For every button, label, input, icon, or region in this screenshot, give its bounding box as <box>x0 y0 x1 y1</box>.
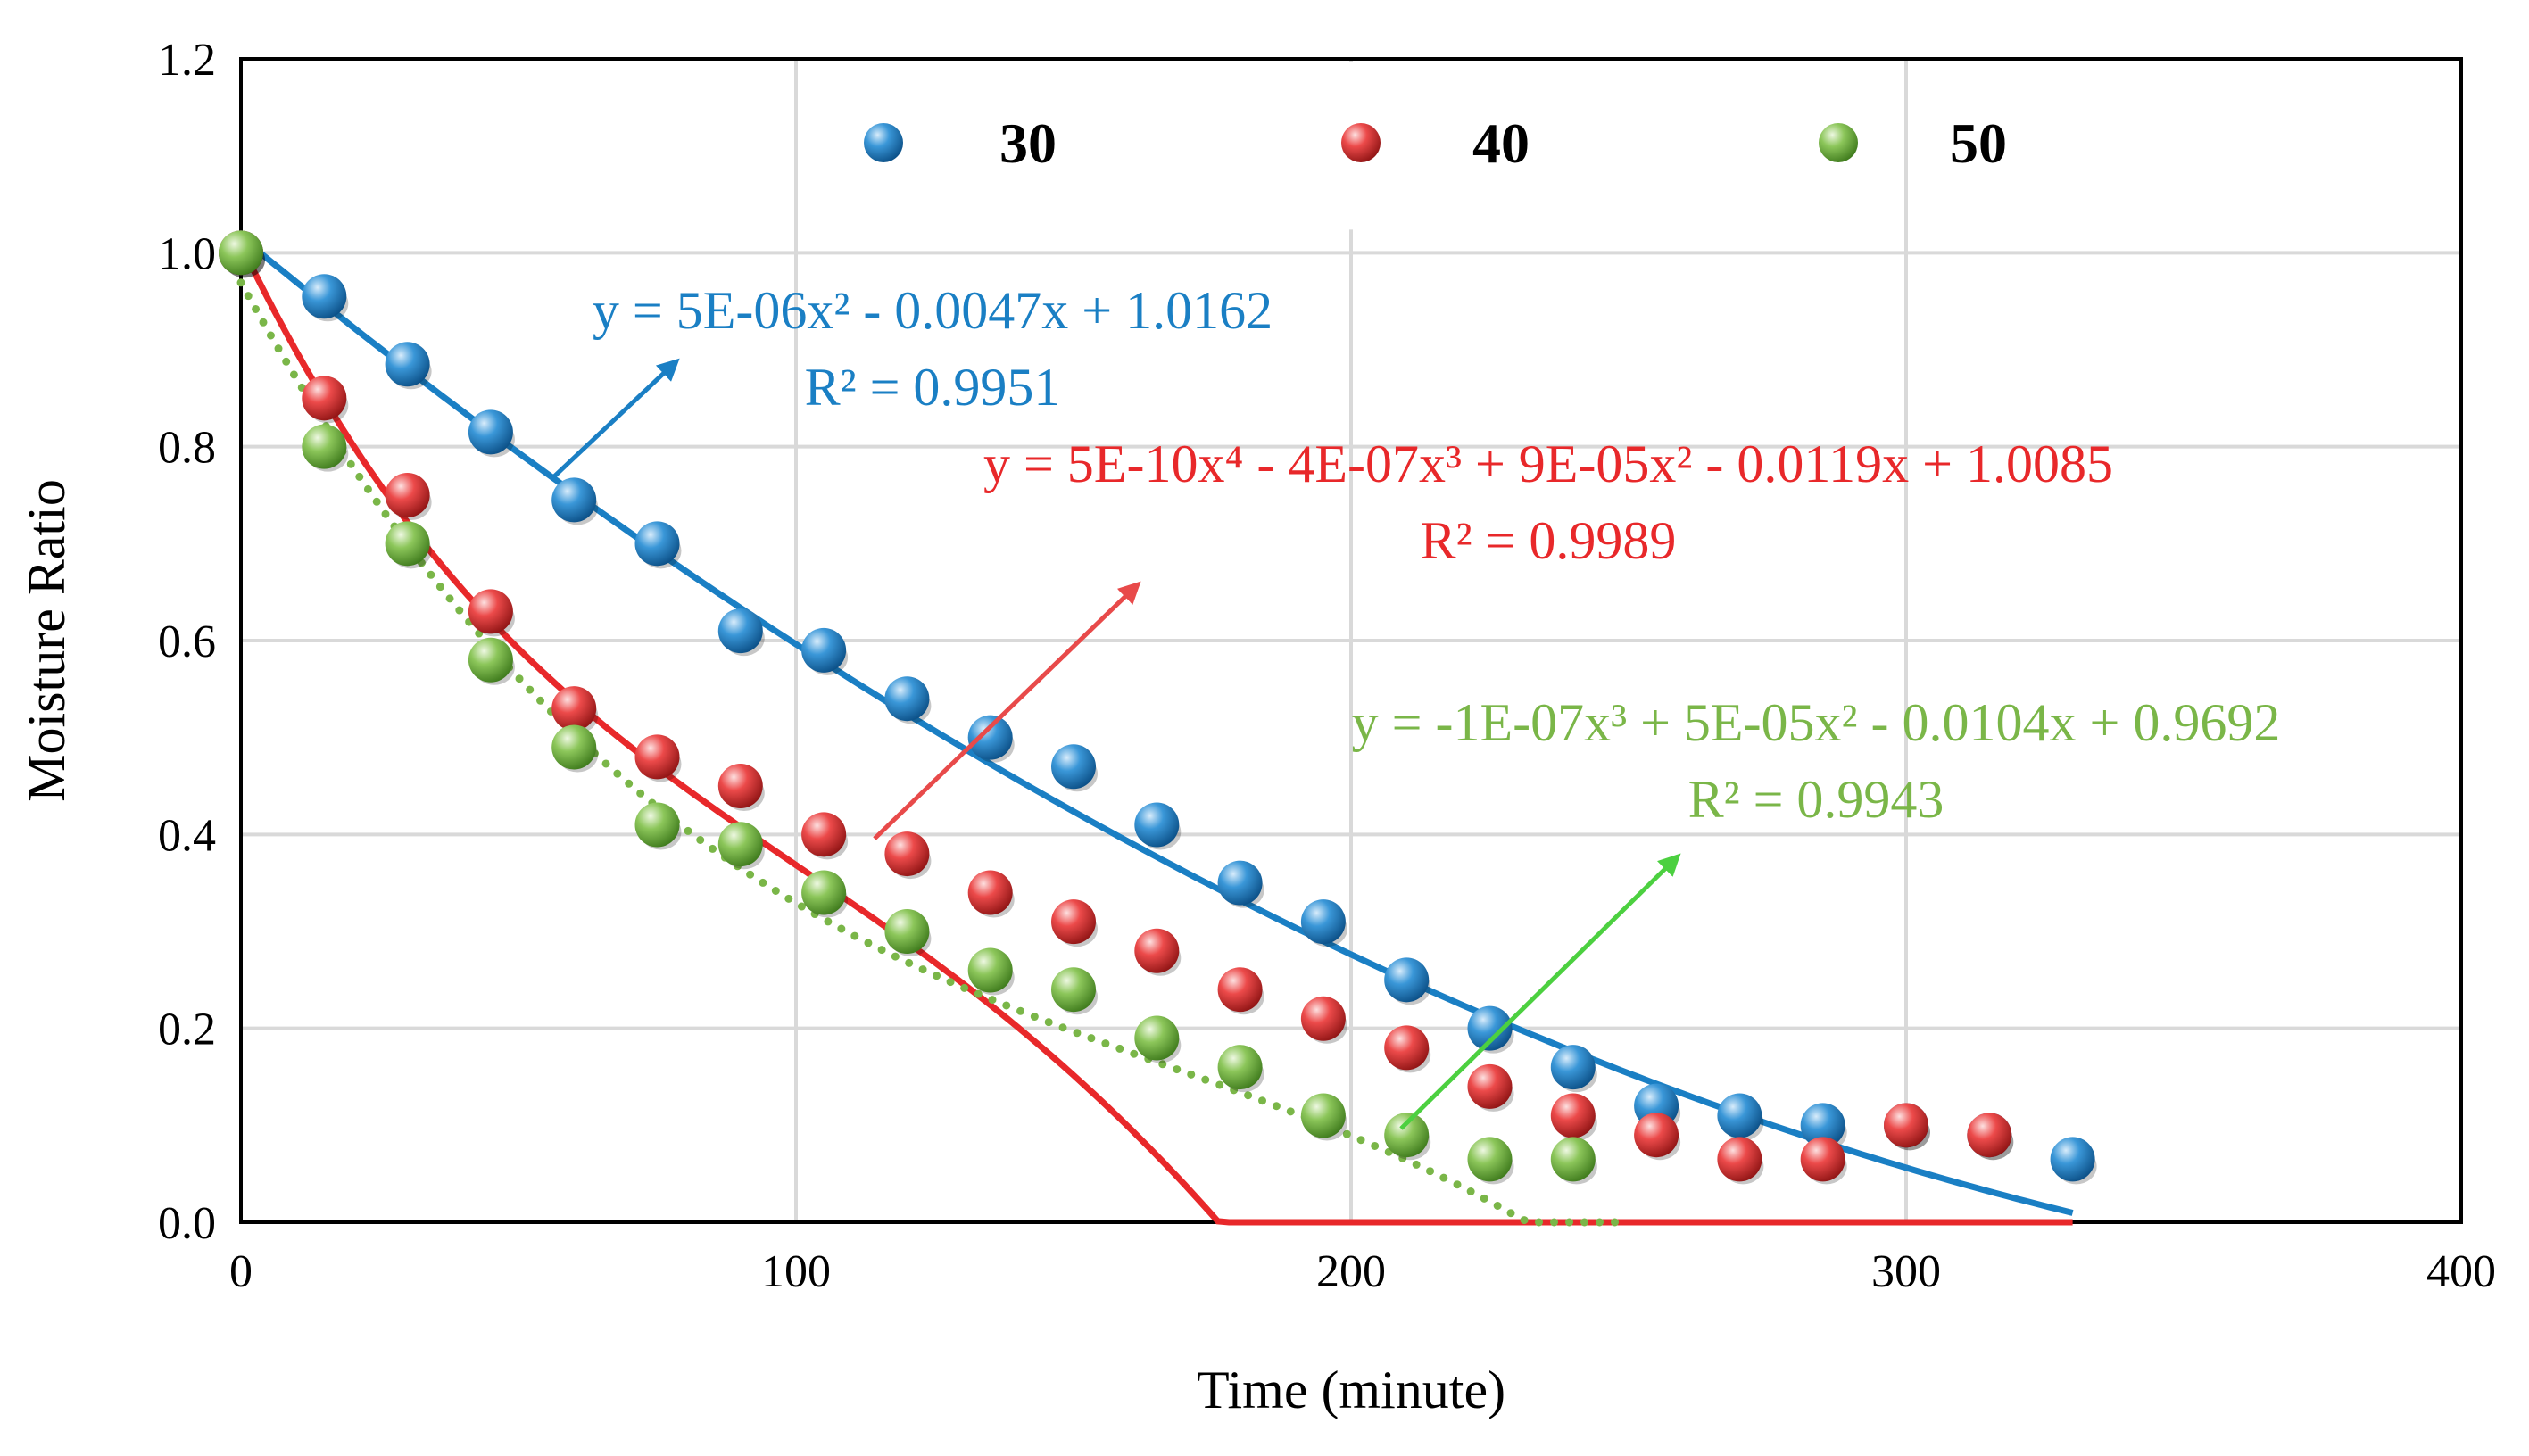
data-point-40 <box>1467 1063 1513 1109</box>
data-points <box>219 230 2097 1185</box>
data-point-30 <box>551 477 597 523</box>
y-tick-label: 0.8 <box>158 423 216 474</box>
trend-lines <box>236 234 2074 1227</box>
data-point-30 <box>1300 899 1346 945</box>
data-point-40 <box>1217 967 1263 1013</box>
data-point-40 <box>468 589 513 634</box>
legend-marker-50 <box>1819 123 1858 162</box>
axis-tick-labels: 0.0 0.2 0.4 0.6 0.8 1.0 1.2 0 100 200 300 400 <box>158 35 2496 1297</box>
data-point-50 <box>801 870 847 915</box>
data-point-30 <box>1550 1045 1596 1090</box>
data-point-40 <box>1884 1103 1928 1148</box>
data-point-40 <box>1800 1137 1845 1182</box>
y-axis-label: Moisture Ratio <box>17 479 76 802</box>
grid-lines <box>241 59 2461 1222</box>
data-point-50 <box>385 521 430 567</box>
x-tick-label: 100 <box>761 1246 831 1297</box>
legend-label-50: 50 <box>1950 112 2007 175</box>
equation-arrow-50 <box>1399 853 1681 1130</box>
legend-label-30: 30 <box>999 112 1057 175</box>
data-point-40 <box>1134 928 1180 973</box>
data-point-40 <box>1051 899 1096 945</box>
data-point-30 <box>1717 1093 1762 1138</box>
x-tick-label: 300 <box>1871 1246 1941 1297</box>
data-point-30 <box>1467 1005 1513 1051</box>
data-point-40 <box>801 812 847 857</box>
data-point-40 <box>302 376 347 421</box>
data-point-50 <box>1550 1137 1596 1182</box>
legend: 30 40 50 <box>864 112 2007 175</box>
y-tick-label: 0.6 <box>158 616 216 667</box>
legend-marker-40 <box>1341 123 1381 162</box>
data-point-50 <box>884 909 930 954</box>
trend-r2-40: R² = 0.9989 <box>1421 511 1677 570</box>
data-point-30 <box>1134 802 1180 848</box>
data-point-50 <box>219 230 263 276</box>
y-tick-label: 1.0 <box>158 228 216 279</box>
data-point-40 <box>1384 1025 1430 1071</box>
data-point-30 <box>1051 744 1096 790</box>
data-point-50 <box>302 424 347 469</box>
data-point-30 <box>468 410 513 455</box>
data-point-40 <box>1300 996 1346 1041</box>
y-tick-label: 0.0 <box>158 1198 216 1249</box>
data-point-50 <box>551 724 597 770</box>
x-axis-label: Time (minute) <box>1197 1361 1505 1419</box>
data-point-50 <box>468 637 513 682</box>
trend-equation-40: y = 5E-10x⁴ - 4E-07x³ + 9E-05x² - 0.0119… <box>983 434 2113 493</box>
data-point-40 <box>1717 1137 1762 1182</box>
data-point-40 <box>1967 1113 2012 1158</box>
data-point-40 <box>717 764 763 808</box>
data-point-30 <box>634 521 680 567</box>
data-point-30 <box>2050 1137 2095 1182</box>
data-point-30 <box>385 342 430 387</box>
y-tick-label: 1.2 <box>158 35 216 86</box>
data-point-30 <box>967 715 1013 760</box>
data-point-30 <box>801 627 847 673</box>
trendline-40 <box>237 243 2073 1226</box>
data-point-50 <box>1384 1113 1430 1158</box>
data-point-30 <box>302 274 347 319</box>
y-tick-label: 0.2 <box>158 1005 216 1055</box>
data-point-30 <box>1384 957 1430 1003</box>
data-point-50 <box>717 822 763 867</box>
data-point-50 <box>634 802 680 848</box>
trend-equation-50: y = -1E-07x³ + 5E-05x² - 0.0104x + 0.969… <box>1352 693 2281 752</box>
legend-label-40: 40 <box>1472 112 1530 175</box>
data-point-30 <box>1217 860 1263 906</box>
trendline-annotations: y = 5E-06x² - 0.0047x + 1.0162 R² = 0.99… <box>551 281 2281 1130</box>
data-point-40 <box>967 870 1013 915</box>
equation-arrow-40 <box>873 581 1141 840</box>
data-point-40 <box>551 686 597 732</box>
x-tick-label: 200 <box>1316 1246 1386 1297</box>
y-tick-label: 0.4 <box>158 810 216 861</box>
x-tick-label: 400 <box>2426 1246 2496 1297</box>
trendline-50 <box>236 278 1622 1227</box>
data-point-50 <box>967 947 1013 993</box>
trend-r2-50: R² = 0.9943 <box>1688 770 1944 829</box>
data-point-30 <box>1800 1103 1845 1148</box>
data-point-40 <box>634 734 680 780</box>
data-point-30 <box>884 676 930 722</box>
x-tick-label: 0 <box>229 1246 253 1297</box>
data-point-40 <box>385 473 430 517</box>
trend-r2-30: R² = 0.9951 <box>805 358 1061 417</box>
data-point-40 <box>1634 1113 1679 1158</box>
legend-marker-30 <box>864 123 903 162</box>
trend-equation-30: y = 5E-06x² - 0.0047x + 1.0162 <box>593 281 1273 340</box>
trendline-30 <box>238 234 2074 1216</box>
data-point-50 <box>1300 1093 1346 1138</box>
data-point-50 <box>1217 1045 1263 1090</box>
data-point-30 <box>717 608 763 654</box>
data-point-50 <box>1467 1137 1513 1182</box>
equation-arrow-30 <box>551 358 680 479</box>
data-point-40 <box>1550 1093 1596 1138</box>
data-point-40 <box>884 831 930 877</box>
data-point-50 <box>1134 1015 1180 1061</box>
data-point-50 <box>1051 967 1096 1013</box>
